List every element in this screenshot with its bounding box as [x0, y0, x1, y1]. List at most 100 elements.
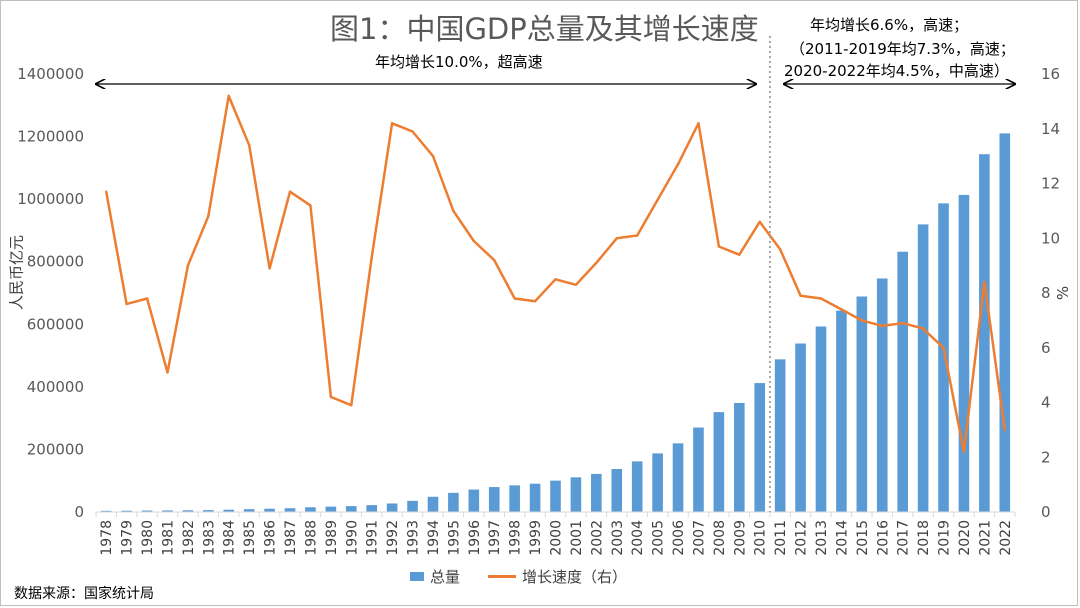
- x-tick-label: 2009: [732, 520, 748, 556]
- left-period-note: 年均增长10.0%，超高速: [375, 53, 543, 71]
- gdp-bar: [958, 194, 970, 513]
- growth-rate-point: [983, 280, 986, 284]
- growth-rate-point: [799, 294, 802, 297]
- gdp-bar: [652, 453, 663, 512]
- left-tick-label: 0: [74, 503, 84, 521]
- growth-rate-point: [656, 198, 659, 202]
- growth-rate-point: [758, 220, 761, 224]
- growth-rate-point: [145, 297, 149, 300]
- growth-rate-point: [860, 319, 864, 322]
- growth-rate-point: [554, 278, 557, 281]
- x-tick-label: 2002: [589, 520, 605, 556]
- gdp-bar: [529, 483, 541, 512]
- right-period-note-2: （2011-2019年均7.3%，高速；: [790, 40, 1015, 58]
- right-tick-label: 10: [1041, 229, 1060, 247]
- x-tick-label: 1989: [324, 520, 340, 556]
- gdp-bar: [979, 154, 990, 512]
- gdp-bar: [856, 296, 868, 512]
- gdp-bar: [672, 443, 684, 512]
- gdp-bar: [693, 427, 704, 512]
- right-tick-label: 12: [1041, 175, 1060, 193]
- gdp-bar: [345, 506, 357, 512]
- gdp-bar: [121, 510, 132, 512]
- growth-rate-point: [778, 248, 782, 251]
- growth-rate-point: [227, 94, 230, 98]
- x-tick-label: 2010: [753, 520, 769, 556]
- gdp-bar: [264, 508, 275, 512]
- x-tick-label: 1994: [426, 520, 442, 556]
- right-tick-label: 14: [1041, 120, 1060, 138]
- right-tick-label: 16: [1041, 65, 1060, 83]
- x-tick-label: 2018: [916, 520, 932, 556]
- growth-rate-point: [901, 321, 904, 325]
- right-tick-label: 2: [1041, 448, 1051, 466]
- right-axis-label: %: [1054, 285, 1073, 301]
- x-tick-label: 1981: [160, 520, 176, 556]
- x-tick-label: 2005: [651, 520, 667, 556]
- growth-rate-point: [962, 450, 966, 453]
- gdp-bar: [876, 278, 888, 512]
- x-tick-label: 2020: [957, 520, 973, 556]
- x-tick-label: 1990: [344, 520, 360, 556]
- growth-rate-point: [881, 324, 884, 328]
- growth-rate-point: [105, 190, 108, 193]
- growth-rate-point: [697, 122, 700, 125]
- x-tick-label: 2012: [794, 520, 810, 556]
- legend-label-growth: 增长速度（右）: [522, 568, 628, 586]
- growth-rate-point: [166, 371, 169, 374]
- growth-rate-point: [840, 308, 843, 311]
- x-tick-label: 2011: [773, 520, 789, 556]
- growth-rate-point: [431, 154, 435, 158]
- growth-rate-point: [186, 264, 190, 267]
- right-tick-label: 8: [1041, 284, 1051, 302]
- x-tick-label: 1993: [406, 520, 422, 556]
- gdp-bar: [509, 485, 520, 512]
- gdp-bar: [366, 505, 378, 512]
- gdp-bar: [591, 473, 602, 512]
- growth-rate-point: [370, 256, 373, 259]
- x-tick-label: 1986: [263, 520, 279, 556]
- x-tick-label: 1980: [140, 520, 156, 556]
- growth-rate-point: [615, 237, 618, 240]
- growth-rate-point: [411, 130, 414, 133]
- legend-swatch-line: [488, 575, 517, 578]
- gdp-bar: [774, 359, 786, 512]
- x-tick-label: 2014: [834, 520, 850, 556]
- gdp-bar: [550, 480, 561, 512]
- growth-rate-point: [268, 267, 271, 270]
- right-tick-label: 6: [1041, 339, 1051, 357]
- left-tick-label: 1000000: [17, 190, 84, 208]
- growth-rate-point: [125, 302, 128, 306]
- gdp-bar: [713, 412, 725, 512]
- growth-rate-point: [247, 143, 251, 147]
- gdp-bar: [223, 509, 235, 512]
- gdp-bar: [754, 383, 766, 512]
- gdp-bar: [407, 500, 418, 512]
- x-tick-label: 1999: [528, 520, 544, 556]
- right-tick-label: 4: [1041, 394, 1051, 412]
- data-source: 数据来源：国家统计局: [14, 586, 154, 602]
- gdp-bar: [938, 203, 949, 512]
- growth-rate-point: [635, 234, 639, 237]
- x-tick-label: 2019: [937, 520, 953, 556]
- x-tick-label: 2016: [875, 520, 891, 556]
- gdp-bar: [305, 507, 316, 512]
- x-tick-label: 2013: [814, 520, 830, 556]
- left-tick-label: 1200000: [17, 128, 84, 146]
- growth-rate-point: [309, 204, 312, 207]
- gdp-bar: [917, 224, 929, 513]
- gdp-bar: [325, 506, 337, 512]
- growth-rate-point: [1003, 428, 1006, 432]
- x-tick-label: 2007: [691, 520, 707, 556]
- x-tick-label: 1988: [303, 520, 319, 556]
- legend-item-total: 总量: [410, 566, 460, 587]
- x-tick-label: 2001: [569, 520, 585, 556]
- gdp-bar: [284, 508, 296, 512]
- x-tick-label: 1982: [181, 520, 197, 556]
- x-tick-label: 1992: [385, 520, 401, 556]
- gdp-bar: [162, 510, 173, 512]
- growth-rate-point: [288, 190, 292, 193]
- growth-rate-point: [921, 327, 925, 330]
- right-period-note-3: 2020-2022年均4.5%，中高速）: [784, 62, 1009, 80]
